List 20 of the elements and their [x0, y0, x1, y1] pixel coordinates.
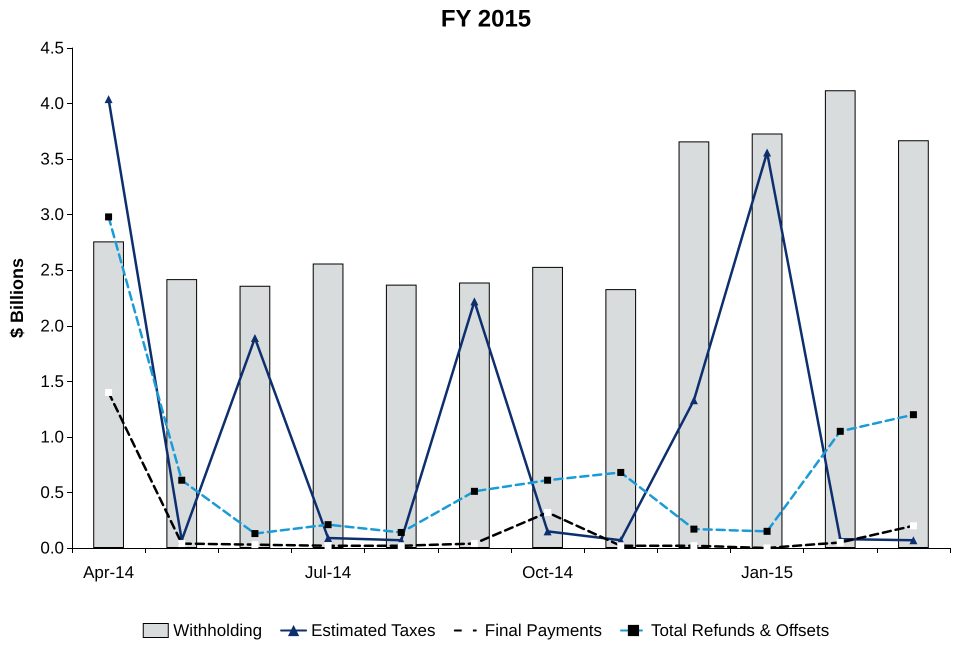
legend-label: Withholding	[173, 621, 262, 640]
y-tick-label: 3.5	[40, 150, 64, 169]
x-tick-label: Apr-14	[83, 563, 134, 582]
y-tick-label: 0.0	[40, 538, 64, 558]
y-tick-label: 2.0	[40, 316, 64, 336]
y-tick-label: 1.0	[40, 427, 64, 446]
chart-title: FY 2015	[440, 6, 532, 32]
legend-label: Estimated Taxes	[311, 621, 436, 640]
legend-label: Total Refunds & Offsets	[650, 621, 830, 640]
y-tick-label: 3.0	[40, 205, 64, 224]
x-tick-label: Oct-14	[522, 563, 574, 582]
y-tick-label: 1.5	[40, 372, 64, 391]
y-tick-label: 4.0	[40, 94, 64, 114]
x-tick-label: Jan-15	[741, 563, 794, 582]
legend-label: Final Payments	[484, 621, 602, 640]
y-tick-label: 0.5	[40, 482, 64, 502]
y-tick-label: 2.5	[40, 260, 64, 280]
y-axis-title: $ Billions	[7, 258, 27, 338]
y-tick-label: 4.5	[40, 38, 64, 58]
x-tick-label: Jul-14	[304, 563, 352, 582]
